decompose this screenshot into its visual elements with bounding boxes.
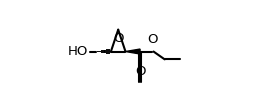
Text: O: O [147,33,158,46]
Polygon shape [126,49,140,54]
Text: O: O [113,32,123,45]
Text: O: O [135,65,145,78]
Text: HO: HO [68,45,88,58]
